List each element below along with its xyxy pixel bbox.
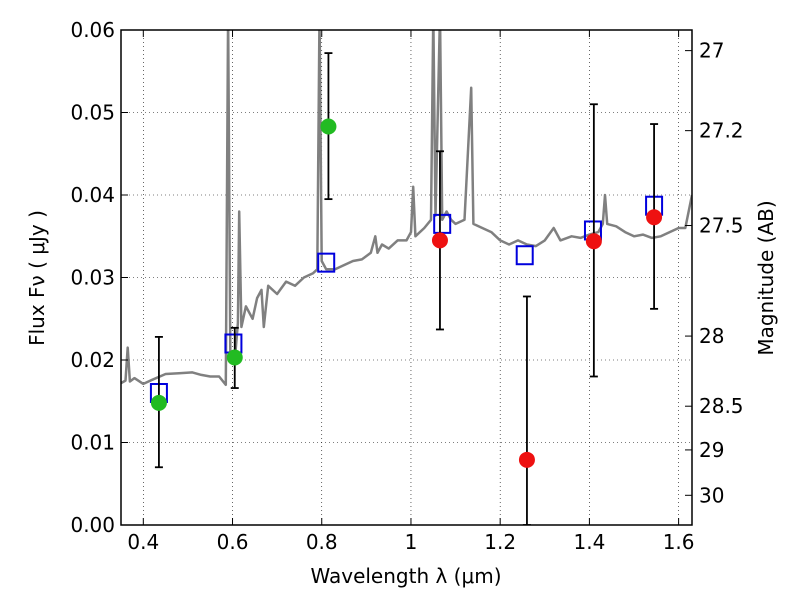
photometry-point — [226, 349, 243, 366]
model-photometry-square — [515, 245, 534, 266]
y-tick-label: 0.03 — [70, 266, 115, 290]
axes — [121, 29, 692, 526]
x-tick-label: 1.4 — [573, 530, 605, 554]
y-tick-label: 0.00 — [70, 513, 115, 537]
grid — [121, 29, 692, 526]
x-axis-title: Wavelength λ (μm) — [310, 564, 501, 588]
y-tick-label: 0.06 — [70, 18, 115, 42]
y2-tick-label: 30 — [699, 483, 724, 507]
photometry-point — [150, 394, 167, 411]
data-layer — [121, 30, 692, 525]
x-tick-label: 1.2 — [484, 530, 516, 554]
x-tick-label: 1.6 — [663, 530, 695, 554]
y2-tick-label: 29 — [699, 438, 724, 462]
photometry-point — [320, 118, 337, 135]
photometry-point — [518, 451, 535, 468]
y-tick-label: 0.04 — [70, 183, 115, 207]
y-tick-label: 0.01 — [70, 431, 115, 455]
y2-tick-label: 27.5 — [699, 214, 744, 238]
x-tick-label: 0.6 — [217, 530, 249, 554]
photometry-point — [646, 209, 663, 226]
y-tick-label: 0.05 — [70, 101, 115, 125]
y-axis-title: Flux Fν ( μJy ) — [25, 210, 49, 346]
photometry-point — [585, 233, 602, 250]
x-tick-label: 1 — [405, 530, 418, 554]
tick-labels: 0.4 0.6 0.8 1 1.2 1.4 1.6 0.00 0.01 0.02 0.03 0.04 0… — [70, 18, 743, 554]
x-tick-label: 0.4 — [127, 530, 159, 554]
plot-background — [121, 30, 692, 525]
plot-frame — [120, 29, 693, 526]
y2-tick-label: 27 — [699, 39, 724, 63]
y2-tick-label: 28.5 — [699, 394, 744, 418]
photometry-point — [431, 232, 448, 249]
model-photometry-square — [317, 252, 336, 273]
y2-tick-label: 28 — [699, 324, 724, 348]
x-tick-label: 0.8 — [306, 530, 338, 554]
y2-tick-label: 27.2 — [699, 119, 744, 143]
y2-axis-title: Magnitude (AB) — [754, 200, 778, 355]
y-tick-label: 0.02 — [70, 348, 115, 372]
